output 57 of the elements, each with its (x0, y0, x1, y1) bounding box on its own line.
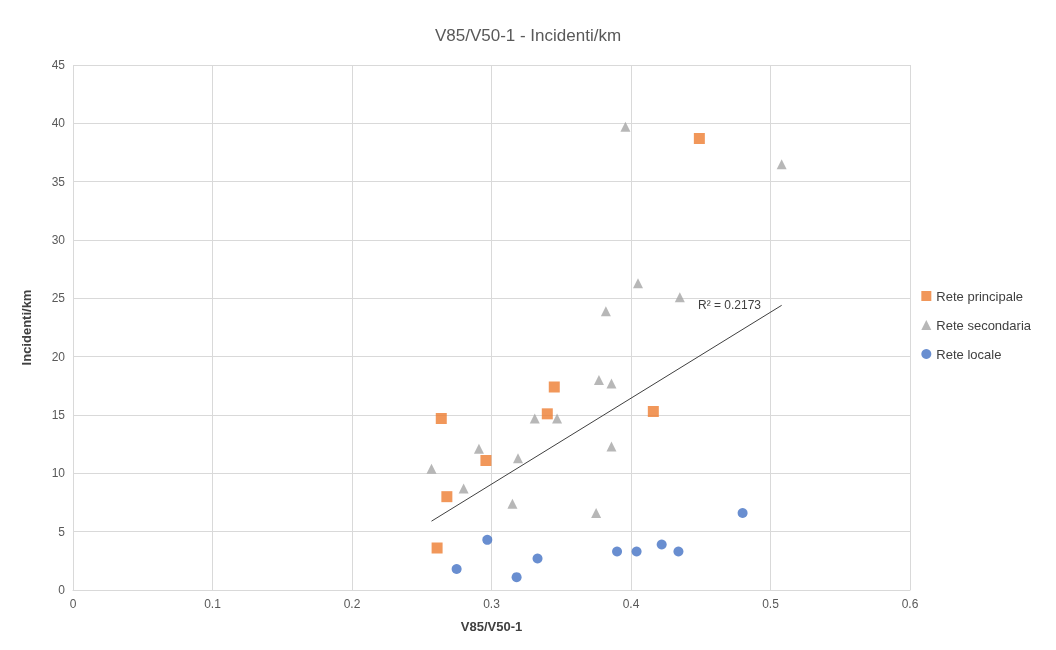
y-tick-label: 20 (51, 349, 66, 364)
x-tick-label: 0.5 (762, 597, 780, 611)
y-tick-label: 25 (51, 291, 66, 306)
x-tick-label: 0.6 (901, 597, 919, 611)
point (482, 534, 493, 545)
point (606, 441, 617, 452)
point (612, 546, 623, 557)
legend-label: Rete locale (936, 346, 1002, 362)
x-tick-label: 0.2 (343, 597, 361, 611)
annotation: R² = 0.2173 (698, 298, 762, 312)
point (480, 455, 492, 466)
point (620, 121, 631, 132)
x-tick-label: 0 (69, 597, 77, 611)
point (473, 443, 484, 454)
point (600, 306, 611, 317)
point (673, 546, 684, 557)
y-tick-label: 40 (51, 116, 66, 131)
point (593, 375, 604, 385)
point (606, 378, 617, 389)
y-tick-label: 5 (58, 524, 66, 539)
y-tick-label: 30 (51, 233, 66, 247)
legend-label: Rete secondaria (936, 317, 1032, 333)
point (426, 463, 437, 474)
point (441, 491, 453, 503)
point (511, 572, 522, 583)
x-tick-label: 0.1 (204, 597, 222, 611)
point (656, 539, 667, 550)
point (776, 159, 787, 170)
point (737, 508, 748, 518)
x-axis-title: V85/V50-1 (460, 619, 523, 634)
y-tick-label: 35 (51, 174, 66, 189)
y-tick-label: 10 (51, 466, 66, 481)
point (693, 133, 705, 144)
point (532, 553, 543, 564)
point (435, 413, 447, 424)
point (548, 381, 560, 393)
legend-label: Rete principale (936, 288, 1024, 304)
point (431, 542, 443, 554)
y-axis-title: Incidenti/km (19, 289, 34, 366)
point (674, 292, 685, 303)
point (647, 406, 659, 417)
point (513, 453, 524, 464)
point (591, 508, 602, 518)
point (632, 278, 643, 289)
y-tick-label: 15 (51, 408, 66, 422)
chart-title: V85/V50-1 - Incidenti/km (434, 26, 622, 45)
point (451, 564, 462, 574)
point (458, 483, 469, 494)
point (552, 413, 563, 424)
x-tick-label: 0.4 (622, 597, 640, 611)
point (541, 408, 553, 420)
x-tick-label: 0.3 (483, 597, 501, 611)
point (507, 498, 518, 509)
y-tick-label: 45 (51, 58, 66, 72)
point (529, 413, 540, 424)
point (631, 546, 642, 557)
y-tick-label: 0 (58, 583, 66, 597)
